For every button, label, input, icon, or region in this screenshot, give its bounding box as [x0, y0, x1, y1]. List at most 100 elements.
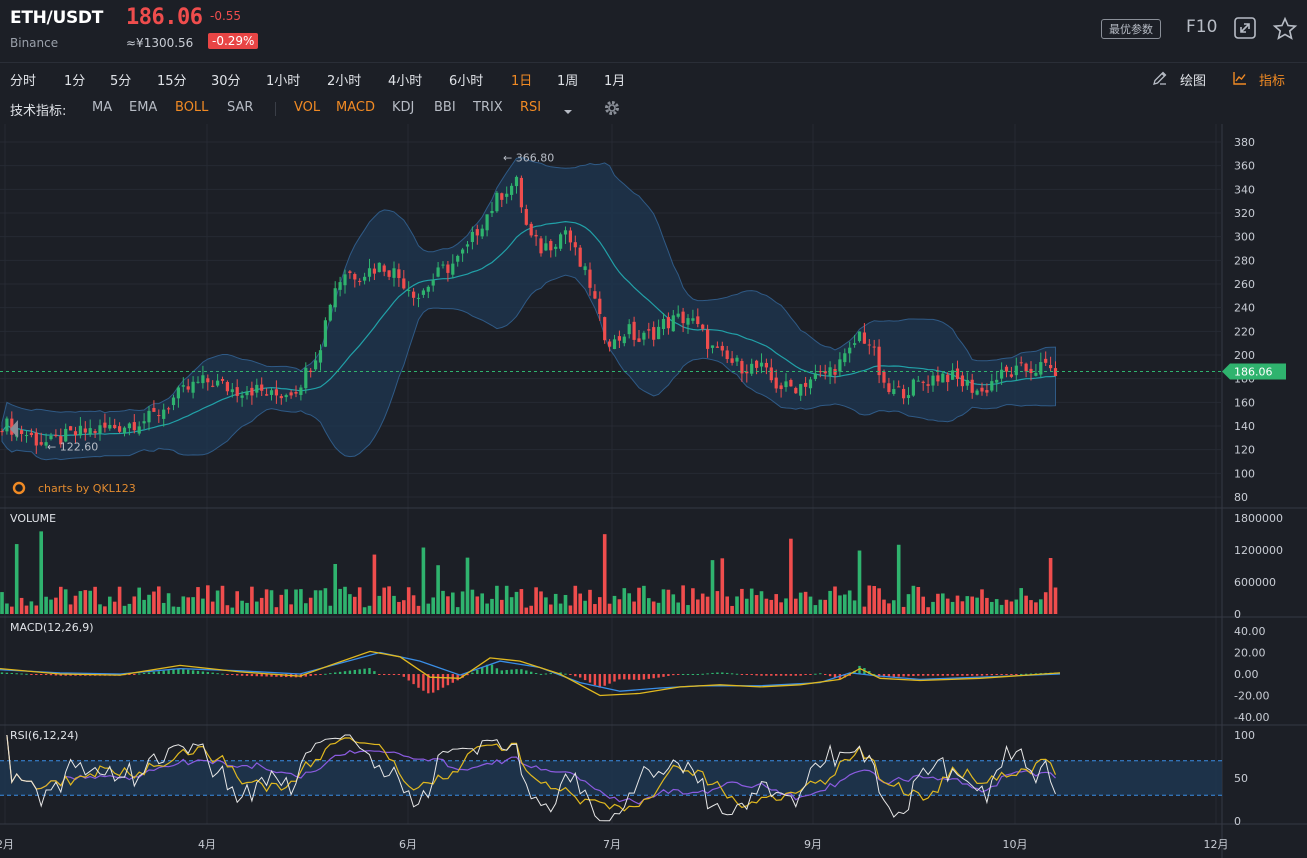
chart-area[interactable]: 3803603403203002802602402202001801601401… [0, 124, 1307, 858]
candle-body [382, 265, 386, 272]
macd-histogram-bar [191, 670, 195, 674]
candle-body [485, 214, 489, 231]
rsi-axis-tick: 100 [1234, 729, 1255, 742]
candle-body [5, 418, 9, 432]
macd-histogram-bar [250, 674, 254, 677]
indicator-macd[interactable]: MACD [336, 100, 375, 115]
volume-bar [818, 599, 823, 614]
volume-bar [720, 558, 725, 614]
volume-bar [686, 605, 690, 614]
tab-timeframe-1d[interactable]: 1日 [511, 74, 533, 89]
chevron-down-icon[interactable] [563, 102, 573, 121]
candle-body [235, 387, 239, 396]
volume-bar [622, 588, 627, 614]
candle-body [323, 320, 327, 347]
watermark-text: charts by QKL123 [38, 482, 136, 495]
volume-bar [78, 591, 83, 614]
volume-bar [1014, 599, 1019, 614]
indicator-ma[interactable]: MA [92, 100, 113, 115]
kline-chart-svg[interactable]: 3803603403203002802602402202001801601401… [0, 124, 1307, 858]
candle-body [720, 345, 724, 351]
candle-body [34, 432, 38, 446]
tab-timeframe-1w[interactable]: 1周 [557, 74, 579, 89]
macd-histogram-bar [378, 674, 381, 675]
indicator-ema[interactable]: EMA [129, 100, 158, 115]
macd-histogram-bar [35, 674, 38, 675]
gear-icon[interactable] [603, 99, 621, 121]
tab-timeframe-15min[interactable]: 15分 [157, 74, 187, 89]
indicator-sar[interactable]: SAR [227, 100, 254, 115]
best-params-button[interactable]: 最优参数 [1101, 19, 1161, 39]
volume-bar [960, 601, 965, 614]
candle-body [911, 379, 915, 396]
price-axis-tick: 380 [1234, 136, 1255, 149]
candle-body [838, 359, 842, 372]
tab-timeframe-fenshi[interactable]: 分时 [10, 74, 37, 89]
f10-button[interactable]: F10 [1186, 17, 1218, 37]
indicator-rsi[interactable]: RSI [520, 100, 542, 115]
tab-timeframe-1min[interactable]: 1分 [64, 74, 86, 89]
volume-bar [108, 596, 112, 614]
candle-body [260, 384, 264, 391]
volume-bar [882, 599, 886, 614]
candle-body [559, 234, 563, 249]
volume-bar [157, 586, 161, 614]
macd-histogram-bar [882, 674, 886, 678]
candle-body [612, 339, 617, 350]
volume-axis-tick: 1800000 [1234, 512, 1283, 525]
volume-bar [847, 590, 852, 614]
tab-timeframe-1h[interactable]: 1小时 [266, 74, 301, 89]
candle-body [774, 377, 778, 389]
tab-timeframe-2h[interactable]: 2小时 [327, 74, 362, 89]
candle-body [892, 389, 896, 394]
indicator-kdj[interactable]: KDJ [392, 100, 415, 115]
indicator-chart-icon[interactable] [1232, 70, 1248, 90]
indicator-vol[interactable]: VOL [294, 100, 321, 115]
volume-bar [602, 534, 607, 614]
macd-histogram-bar [1015, 674, 1018, 675]
volume-bar [843, 594, 847, 614]
pencil-icon[interactable] [1152, 70, 1168, 90]
macd-histogram-bar [750, 674, 753, 676]
macd-histogram-bar [40, 674, 43, 675]
macd-histogram-bar [1034, 673, 1038, 675]
volume-bar [612, 595, 617, 614]
volume-bar [451, 592, 455, 614]
star-icon[interactable] [1272, 16, 1298, 42]
tab-timeframe-5min[interactable]: 5分 [110, 74, 132, 89]
tab-timeframe-30min[interactable]: 30分 [211, 74, 241, 89]
indicator-boll[interactable]: BOLL [175, 100, 209, 115]
macd-histogram-bar [1029, 673, 1033, 675]
volume-bar [671, 594, 676, 614]
volume-bar [88, 590, 92, 614]
macd-histogram-bar [383, 674, 386, 675]
candle-body [813, 373, 817, 379]
volume-bar [808, 596, 813, 614]
indicator-bbi[interactable]: BBI [434, 100, 456, 115]
candle-body [902, 388, 906, 399]
candle-body [931, 375, 935, 386]
volume-bar [73, 595, 78, 614]
tab-timeframe-4h[interactable]: 4小时 [388, 74, 423, 89]
macd-histogram-bar [441, 674, 445, 688]
volume-bar [813, 605, 818, 614]
indicator-button[interactable]: 指标 [1259, 74, 1286, 89]
candle-body [206, 378, 210, 383]
tab-timeframe-6h[interactable]: 6小时 [449, 74, 484, 89]
fullscreen-icon[interactable] [1233, 16, 1257, 40]
time-axis-tick: 12月 [1204, 838, 1229, 851]
candle-body [416, 297, 421, 299]
candle-body [289, 392, 293, 396]
candle-body [686, 318, 690, 325]
macd-histogram-bar [956, 674, 959, 676]
macd-histogram-bar [593, 674, 597, 686]
candle-body [446, 264, 450, 273]
tab-timeframe-1m[interactable]: 1月 [604, 74, 626, 89]
volume-bar [691, 588, 695, 614]
volume-bar [480, 593, 484, 614]
volume-bar [495, 585, 499, 614]
indicator-trix[interactable]: TRIX [473, 100, 503, 115]
draw-button[interactable]: 绘图 [1180, 74, 1207, 89]
volume-bar [235, 591, 239, 614]
macd-histogram-bar [304, 674, 307, 677]
